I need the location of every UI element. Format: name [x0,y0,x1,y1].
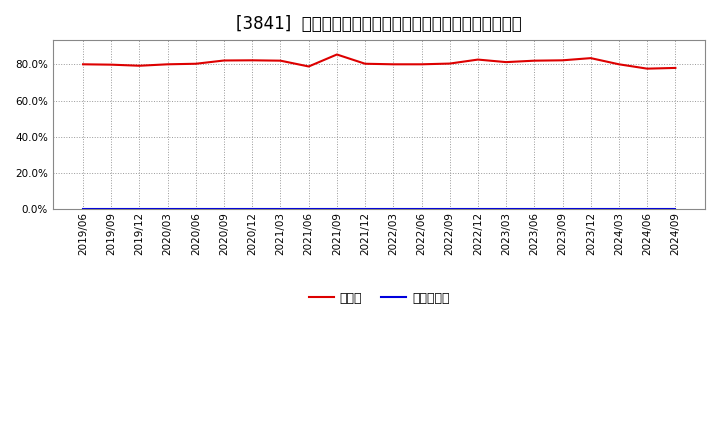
現預金 [417,62,426,67]
現預金 [333,52,341,57]
現預金 [587,55,595,61]
有利子負債 [587,207,595,212]
現預金 [220,58,228,63]
有利子負債 [163,207,172,212]
有利子負債 [558,207,567,212]
現預金 [615,62,624,67]
有利子負債 [643,207,652,212]
有利子負債 [135,207,144,212]
現預金 [671,65,680,70]
現預金 [502,59,510,65]
有利子負債 [530,207,539,212]
有利子負債 [474,207,482,212]
有利子負債 [361,207,369,212]
現預金 [446,61,454,66]
有利子負債 [192,207,200,212]
現預金 [474,57,482,62]
有利子負債 [671,207,680,212]
有利子負債 [276,207,285,212]
Line: 現預金: 現預金 [83,55,675,69]
現預金 [643,66,652,71]
有利子負債 [220,207,228,212]
有利子負債 [502,207,510,212]
現預金 [361,61,369,66]
現預金 [163,62,172,67]
有利子負債 [389,207,397,212]
現預金 [276,58,285,63]
有利子負債 [305,207,313,212]
現預金 [248,58,256,63]
有利子負債 [107,207,116,212]
現預金 [530,58,539,63]
現預金 [558,58,567,63]
現預金 [192,61,200,66]
現預金 [107,62,116,67]
現預金 [135,63,144,68]
有利子負債 [615,207,624,212]
有利子負債 [446,207,454,212]
Title: [3841]  現預金、有利子負債の総資産に対する比率の推移: [3841] 現預金、有利子負債の総資産に対する比率の推移 [236,15,522,33]
現預金 [305,64,313,69]
有利子負債 [248,207,256,212]
Legend: 現預金, 有利子負債: 現預金, 有利子負債 [304,287,455,310]
有利子負債 [333,207,341,212]
現預金 [389,62,397,67]
有利子負債 [78,207,87,212]
現預金 [78,62,87,67]
有利子負債 [417,207,426,212]
